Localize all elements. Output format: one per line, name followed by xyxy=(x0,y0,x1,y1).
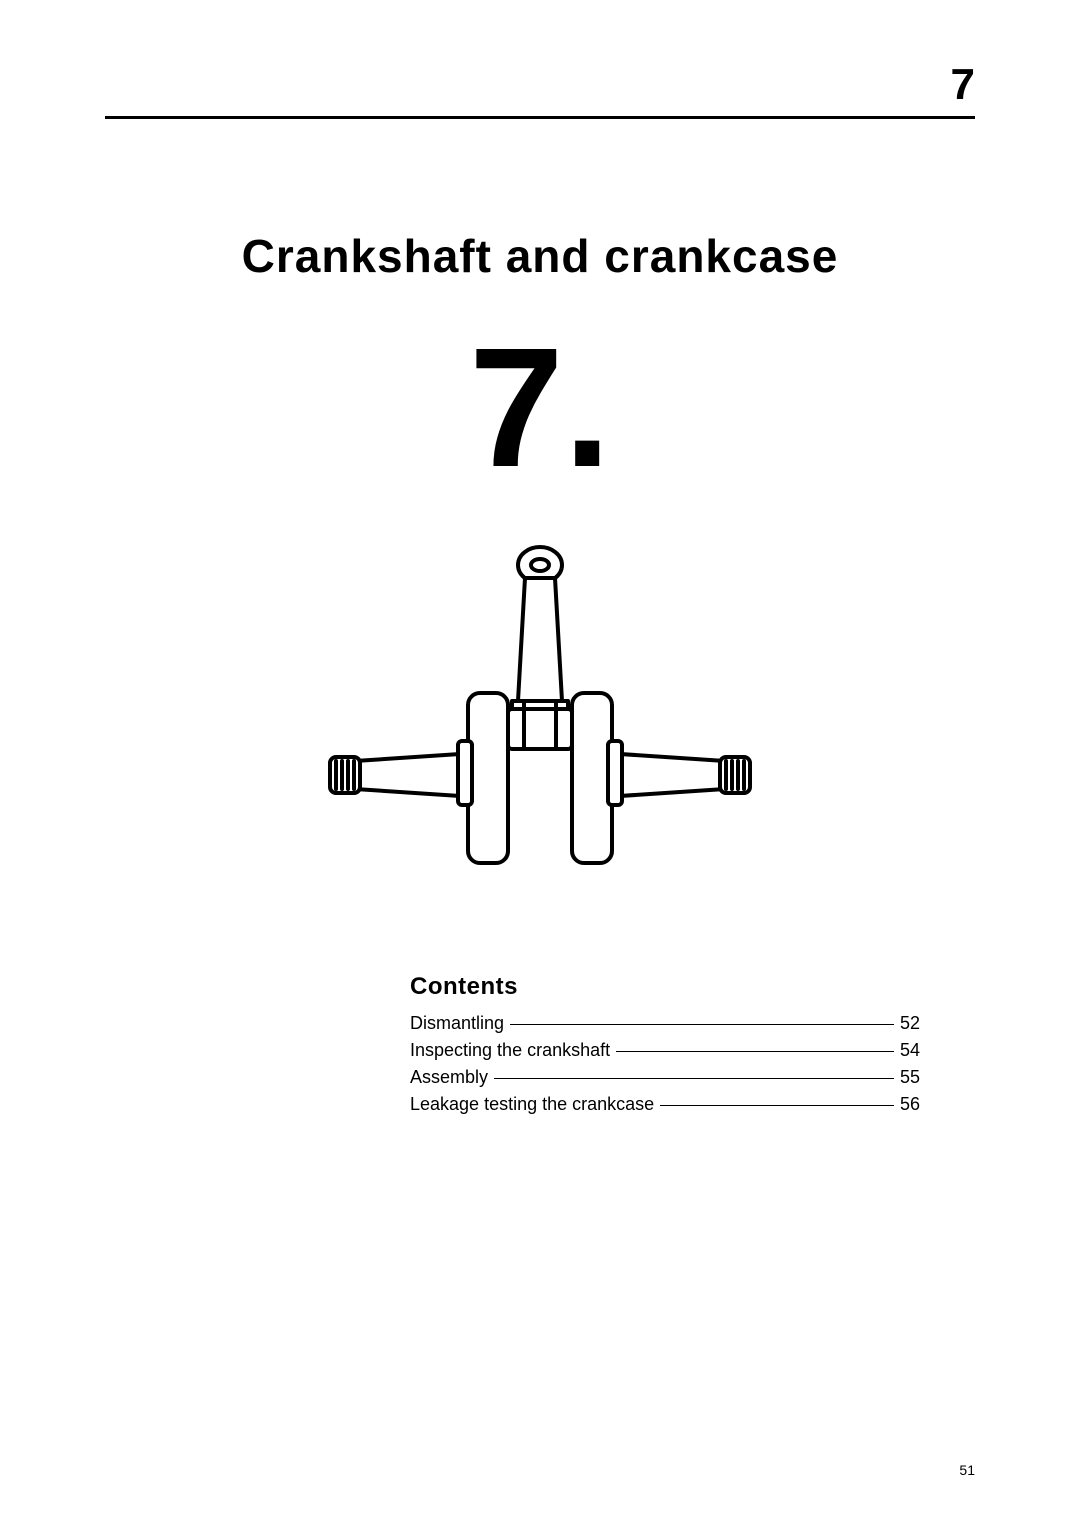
chapter-corner-number: 7 xyxy=(951,60,975,110)
toc-leader xyxy=(494,1078,894,1079)
toc-row: Assembly 55 xyxy=(410,1067,920,1088)
toc-label: Leakage testing the crankcase xyxy=(410,1094,654,1115)
toc-page: 54 xyxy=(900,1040,920,1061)
page: 7 Crankshaft and crankcase 7. xyxy=(0,0,1080,1528)
toc-row: Dismantling 52 xyxy=(410,1013,920,1034)
page-number: 51 xyxy=(959,1462,975,1478)
contents-block: Contents Dismantling 52 Inspecting the c… xyxy=(410,973,920,1115)
toc-page: 52 xyxy=(900,1013,920,1034)
toc-label: Inspecting the crankshaft xyxy=(410,1040,610,1061)
contents-heading: Contents xyxy=(410,973,920,1001)
toc-leader xyxy=(660,1105,894,1106)
header-row: 7 xyxy=(105,60,975,119)
toc-row: Leakage testing the crankcase 56 xyxy=(410,1094,920,1115)
toc-page: 56 xyxy=(900,1094,920,1115)
toc-label: Assembly xyxy=(410,1067,488,1088)
toc-leader xyxy=(510,1024,894,1025)
crankshaft-icon xyxy=(300,543,780,903)
chapter-number-large: 7. xyxy=(105,323,975,493)
toc-page: 55 xyxy=(900,1067,920,1088)
toc-leader xyxy=(616,1051,894,1052)
chapter-title: Crankshaft and crankcase xyxy=(105,229,975,283)
toc-row: Inspecting the crankshaft 54 xyxy=(410,1040,920,1061)
toc-label: Dismantling xyxy=(410,1013,504,1034)
crankshaft-illustration xyxy=(105,543,975,903)
